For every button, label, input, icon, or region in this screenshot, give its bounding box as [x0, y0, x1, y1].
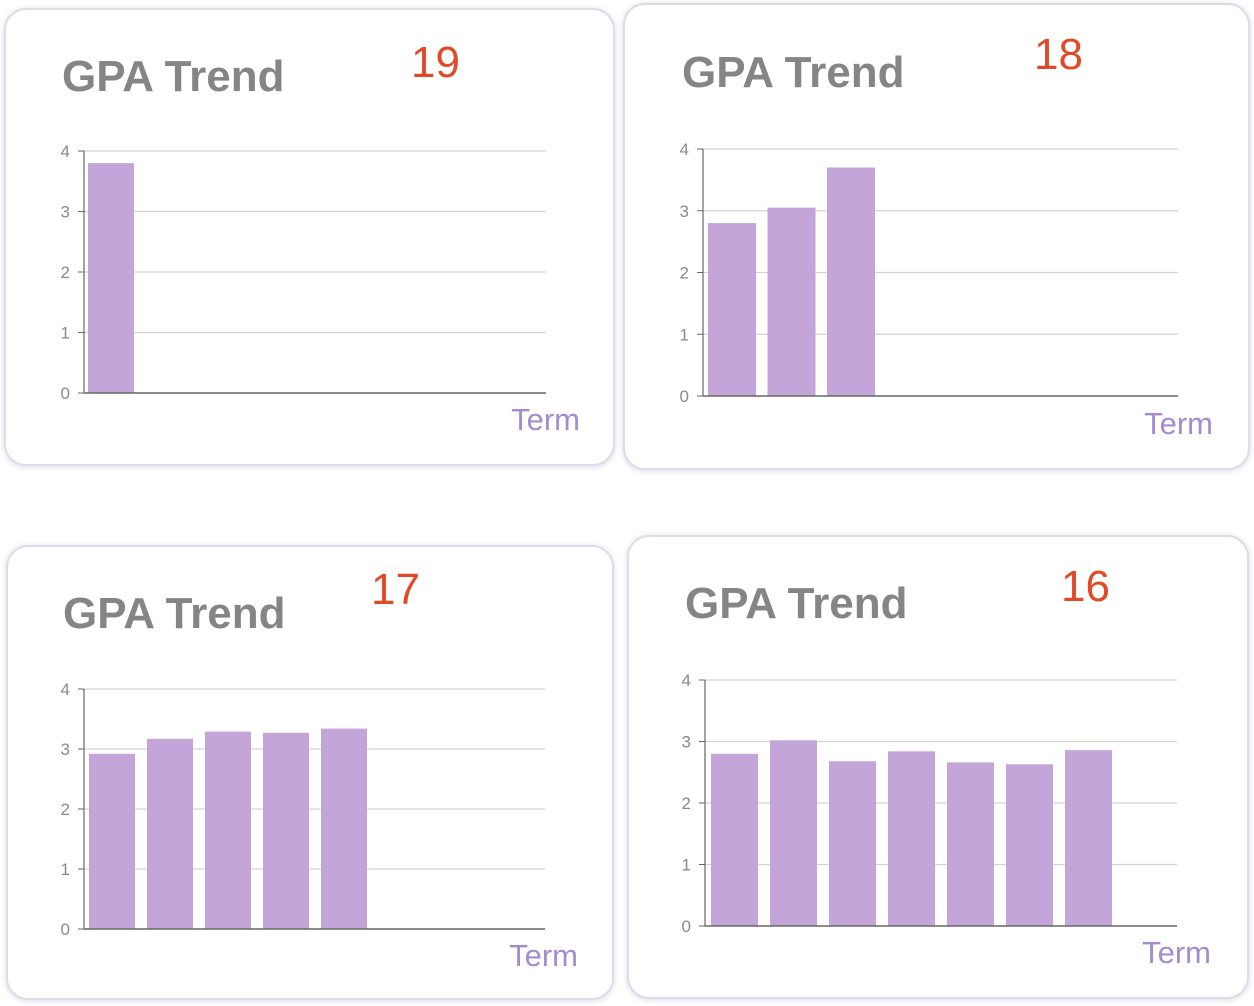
x-axis-label: Term: [1142, 935, 1211, 970]
card-title: GPA Trend: [685, 579, 908, 628]
y-tick-label: 1: [61, 324, 70, 343]
bar: [827, 167, 875, 396]
y-tick-label: 2: [61, 263, 70, 282]
bar: [888, 751, 935, 926]
y-tick-label: 0: [61, 384, 70, 403]
card-title: GPA Trend: [63, 589, 286, 638]
y-tick-label: 4: [61, 142, 70, 161]
bar: [147, 738, 193, 929]
y-tick-label: 1: [680, 325, 689, 344]
bar: [205, 731, 251, 929]
y-tick-label: 1: [61, 860, 70, 879]
bar: [89, 753, 135, 929]
y-tick-label: 0: [682, 917, 691, 936]
y-tick-label: 3: [682, 733, 691, 752]
bar: [770, 740, 817, 926]
y-tick-label: 3: [61, 203, 70, 222]
bar: [263, 732, 309, 929]
y-tick-label: 4: [680, 140, 689, 159]
y-tick-label: 1: [682, 856, 691, 875]
bar: [829, 761, 876, 926]
x-axis-label: Term: [1144, 406, 1213, 441]
bar: [321, 728, 367, 929]
y-tick-label: 2: [682, 794, 691, 813]
y-tick-label: 2: [680, 264, 689, 283]
bar: [767, 207, 816, 396]
bar: [711, 753, 758, 926]
card-title: GPA Trend: [62, 52, 285, 101]
y-tick-label: 4: [61, 680, 70, 699]
bar: [1006, 764, 1053, 926]
y-tick-label: 3: [61, 740, 70, 759]
y-tick-label: 0: [680, 387, 689, 406]
card-number: 19: [411, 38, 460, 87]
x-axis-label: Term: [509, 938, 578, 973]
card-title: GPA Trend: [682, 48, 905, 97]
card-number: 17: [371, 565, 420, 614]
y-tick-label: 0: [61, 920, 70, 939]
bar: [88, 163, 134, 393]
y-tick-label: 2: [61, 800, 70, 819]
bar: [1065, 750, 1112, 926]
bar: [947, 762, 994, 926]
x-axis-label: Term: [511, 402, 580, 437]
card-number: 16: [1061, 562, 1110, 611]
y-tick-label: 4: [682, 671, 691, 690]
bar: [708, 223, 756, 396]
y-tick-label: 3: [680, 202, 689, 221]
card-number: 18: [1034, 30, 1083, 79]
